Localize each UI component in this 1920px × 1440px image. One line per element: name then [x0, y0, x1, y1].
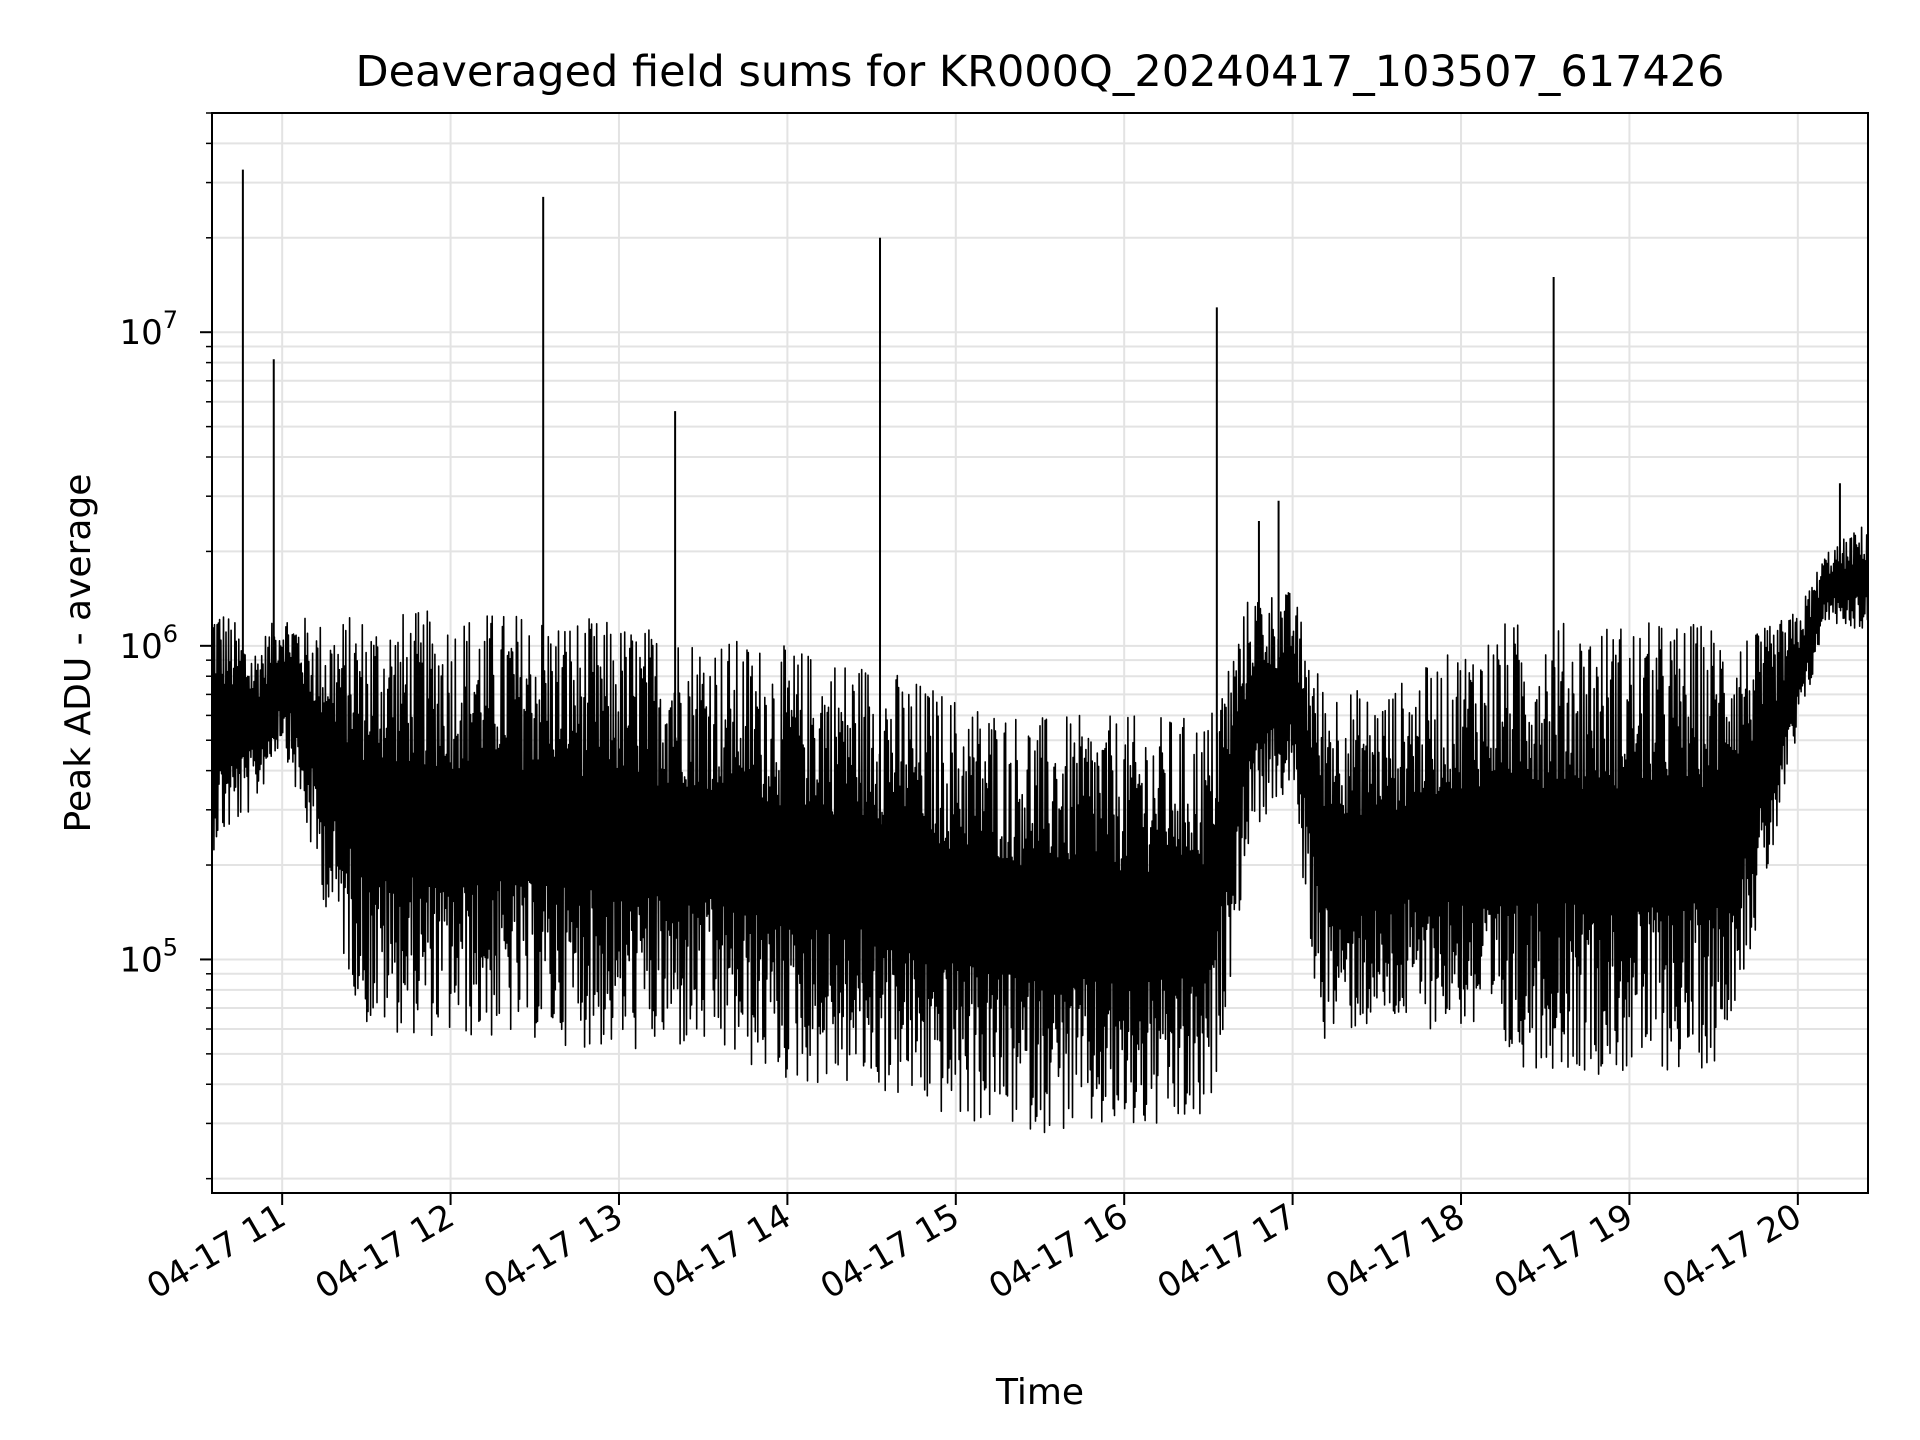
chart-title: Deaveraged field sums for KR000Q_2024041…: [355, 47, 1724, 97]
series-line: [211, 526, 1869, 1134]
plot-frame: [211, 112, 1869, 1194]
x-axis-label: Time: [995, 1372, 1084, 1413]
y-tick-label: 107: [119, 306, 178, 353]
y-tick-label: 105: [119, 933, 178, 980]
y-axis-ticks: 105 106 107: [119, 112, 212, 1180]
data-series: [211, 169, 1869, 1134]
y-tick-label: 106: [119, 620, 178, 667]
y-axis-label: Peak ADU - average: [58, 474, 99, 833]
